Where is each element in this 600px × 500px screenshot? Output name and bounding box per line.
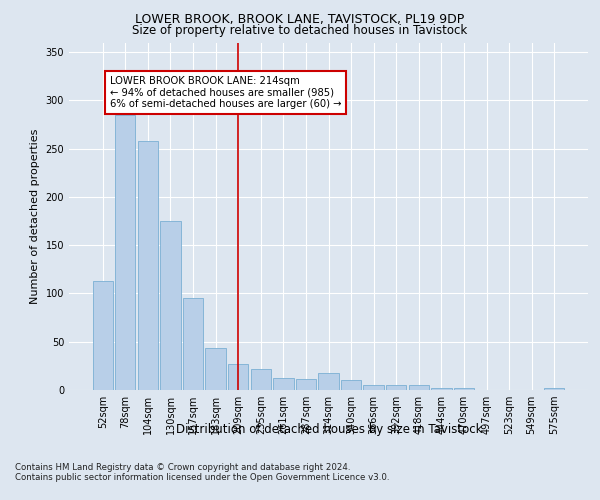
- Text: Size of property relative to detached houses in Tavistock: Size of property relative to detached ho…: [133, 24, 467, 37]
- Y-axis label: Number of detached properties: Number of detached properties: [30, 128, 40, 304]
- Text: Contains public sector information licensed under the Open Government Licence v3: Contains public sector information licen…: [15, 472, 389, 482]
- Bar: [544, 388, 565, 390]
- Bar: [319, 372, 338, 390]
- Bar: [273, 378, 293, 390]
- Bar: [228, 364, 248, 390]
- Bar: [138, 141, 158, 390]
- Bar: [409, 385, 429, 390]
- Text: LOWER BROOK BROOK LANE: 214sqm
← 94% of detached houses are smaller (985)
6% of : LOWER BROOK BROOK LANE: 214sqm ← 94% of …: [110, 76, 341, 110]
- Bar: [386, 385, 406, 390]
- Bar: [431, 388, 452, 390]
- Bar: [454, 388, 474, 390]
- Bar: [205, 348, 226, 390]
- Bar: [251, 369, 271, 390]
- Bar: [183, 298, 203, 390]
- Bar: [341, 380, 361, 390]
- Text: Distribution of detached houses by size in Tavistock: Distribution of detached houses by size …: [176, 422, 482, 436]
- Bar: [364, 385, 384, 390]
- Bar: [92, 281, 113, 390]
- Bar: [115, 115, 136, 390]
- Text: Contains HM Land Registry data © Crown copyright and database right 2024.: Contains HM Land Registry data © Crown c…: [15, 462, 350, 471]
- Text: LOWER BROOK, BROOK LANE, TAVISTOCK, PL19 9DP: LOWER BROOK, BROOK LANE, TAVISTOCK, PL19…: [136, 12, 464, 26]
- Bar: [296, 380, 316, 390]
- Bar: [160, 221, 181, 390]
